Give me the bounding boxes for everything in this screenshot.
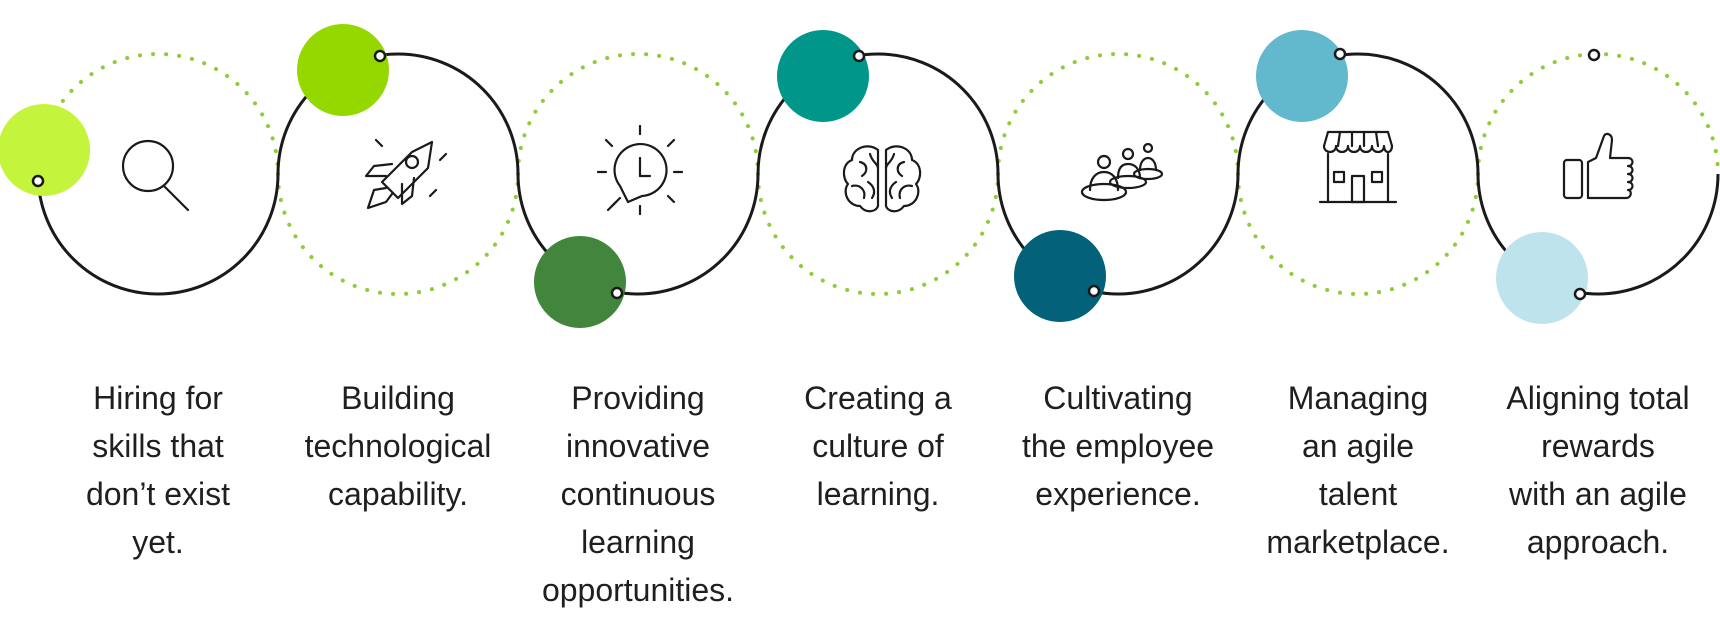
node-marker-1 [31, 174, 45, 188]
accent-circles [0, 24, 1588, 328]
node-marker-end [1587, 48, 1601, 62]
accent-circle-1 [0, 104, 90, 196]
node-markers [31, 47, 1601, 301]
solid-arc-bottom-5 [996, 173, 1240, 296]
node-marker-2 [373, 49, 387, 63]
node-marker-5 [1087, 284, 1101, 298]
solid-arc-top-2 [276, 52, 520, 175]
storefront-icon [1318, 130, 1398, 204]
accent-circle-3 [534, 236, 626, 328]
solid-arc-bottom-7 [1476, 173, 1720, 296]
dotted-arc-bottom-6 [1236, 172, 1480, 296]
accent-circle-7 [1496, 232, 1588, 324]
step-label-5: Cultivating the employee experience. [1021, 380, 1215, 512]
lightbulb-clock-icon [596, 124, 684, 216]
thumbs-up-icon [1562, 132, 1634, 200]
dotted-arc-bottom-2 [276, 172, 520, 296]
dotted-arc-top-7 [1476, 52, 1720, 176]
accent-circle-6 [1256, 30, 1348, 122]
step-label-1: Hiring for skills that don’t exist yet. [85, 380, 231, 560]
step-label-2: Building technological capability. [304, 380, 492, 512]
magnifier-icon [121, 139, 190, 212]
node-marker-4 [852, 49, 866, 63]
brain-icon [842, 145, 922, 213]
node-marker-3 [610, 286, 624, 300]
step-label-3: Providing innovative continuous learning… [541, 380, 735, 608]
solid-arc-top-4 [756, 52, 1000, 175]
solid-arc-bottom-1 [36, 173, 280, 296]
accent-circle-4 [777, 30, 869, 122]
solid-arc-top-6 [1236, 52, 1480, 175]
step-label-4: Creating a culture of learning. [804, 380, 952, 512]
accent-circle-5 [1014, 230, 1106, 322]
node-marker-6 [1333, 47, 1347, 61]
step-label-7: Aligning total rewards with an agile app… [1506, 380, 1690, 560]
solid-arcs [36, 52, 1720, 296]
step-label-6: Managing an agile talent marketplace. [1266, 380, 1450, 560]
accent-circle-2 [297, 24, 389, 116]
dotted-arc-top-5 [996, 52, 1240, 176]
solid-arc-bottom-3 [516, 173, 760, 296]
rocket-icon [364, 138, 448, 210]
people-group-icon [1080, 142, 1164, 202]
dotted-arc-top-3 [516, 52, 760, 176]
node-marker-7 [1573, 287, 1587, 301]
wave-diagram [0, 24, 1720, 328]
